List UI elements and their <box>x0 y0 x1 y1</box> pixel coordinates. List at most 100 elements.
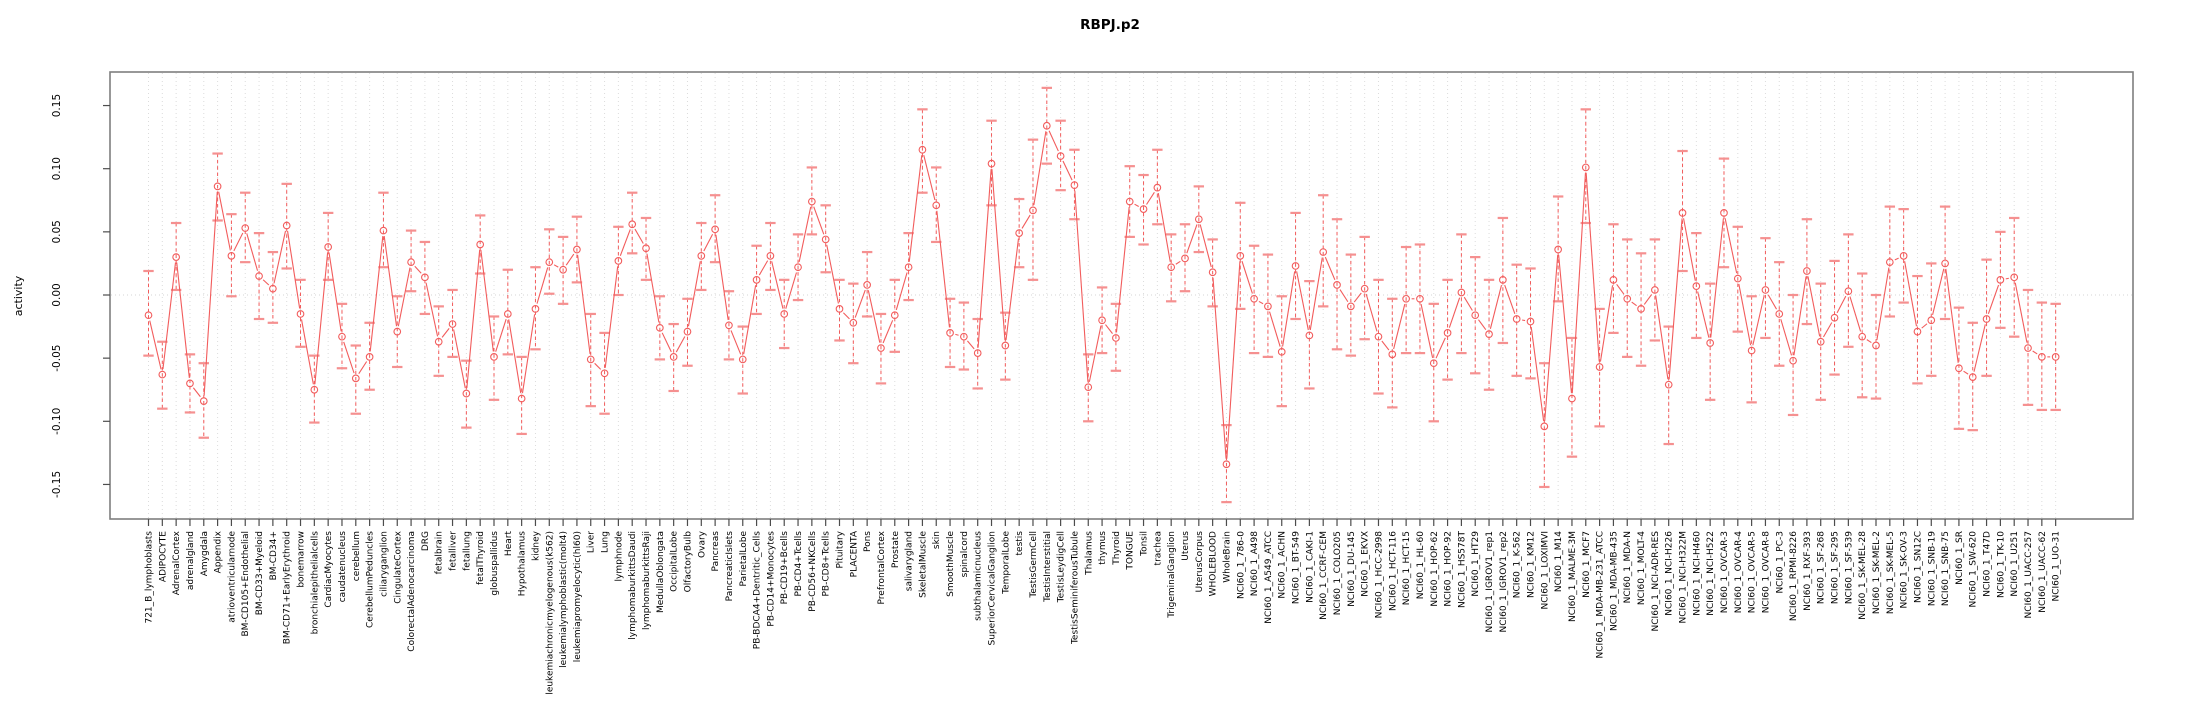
x-tick-label: bonemarrow <box>297 531 307 588</box>
x-tick-label: NCI60_1_NCI-H226 <box>1665 531 1675 616</box>
data-point <box>877 344 885 352</box>
x-tick-label: testis <box>1015 531 1025 556</box>
data-point <box>586 355 595 364</box>
x-tick-label: NCI60_1_NCI-H460 <box>1692 531 1702 616</box>
series-line-segment <box>1876 267 1890 341</box>
x-tick-label: NCI60_1_HOP-92 <box>1444 531 1454 607</box>
series-line-segment <box>687 261 701 327</box>
x-tick-label: WholeBrain <box>1222 531 1232 583</box>
series-line-segment <box>1212 277 1227 459</box>
data-point <box>338 332 346 341</box>
x-tick-label: NCI60_1_SK-MEL-28 <box>1858 531 1868 620</box>
x-tick-label: PrefrontalCortex <box>877 530 887 604</box>
data-point <box>365 353 374 361</box>
x-tick-label: NCI60_1_DU-145 <box>1347 531 1357 607</box>
series-line-segment <box>1365 293 1378 332</box>
series-line-segment <box>1478 319 1487 331</box>
x-tick-label: ciliaryganglion <box>379 531 389 597</box>
series-line-segment <box>262 279 270 286</box>
data-point <box>1568 394 1576 403</box>
y-tick-label: -0.10 <box>51 408 63 435</box>
x-tick-label: Liver <box>587 531 597 553</box>
series-line-segment <box>1973 324 1986 372</box>
data-point <box>932 201 941 210</box>
series-line-segment <box>1105 324 1113 334</box>
data-point <box>1015 229 1024 237</box>
series-line-segment <box>508 319 522 394</box>
series-line-segment <box>675 336 686 353</box>
series-line-segment <box>1752 295 1765 346</box>
series-line-segment <box>162 262 177 370</box>
plot-border <box>109 71 2134 520</box>
data-point <box>1927 316 1936 325</box>
data-point <box>1485 330 1493 339</box>
x-tick-label: NCI60_1_MDA-MB-231_ATCC <box>1596 531 1606 658</box>
series-line-segment <box>1724 218 1738 274</box>
series-line-segment <box>233 232 244 252</box>
x-tick-label: NCI60_1_M14 <box>1554 531 1564 592</box>
x-tick-label: NCI60_1_EKVX <box>1361 531 1371 597</box>
y-tick-label: 0.10 <box>51 157 63 180</box>
data-point <box>794 263 802 272</box>
x-tick-label: SkeletalMuscle <box>918 531 928 598</box>
series-line-segment <box>1643 294 1653 305</box>
x-tick-label: TestisInterstitial <box>1043 531 1053 603</box>
series-line-segment <box>2032 350 2038 355</box>
series-line-segment <box>936 210 951 328</box>
x-tick-label: fetallung <box>462 531 472 571</box>
series-line-segment <box>1738 283 1752 346</box>
y-tick-label: 0.05 <box>51 220 63 243</box>
series-line-segment <box>300 319 314 385</box>
x-tick-label: PB-CD56+NKCells <box>808 531 818 612</box>
x-tick-label: MedullaOblongata <box>656 531 666 613</box>
data-point <box>1996 275 2005 284</box>
data-point <box>1540 422 1549 431</box>
series-line-segment <box>634 228 644 244</box>
x-tick-label: TONGUE <box>1126 531 1136 571</box>
data-point <box>600 369 609 378</box>
data-point <box>1581 163 1590 172</box>
series-line-segment <box>1585 172 1600 362</box>
data-point <box>421 273 429 282</box>
y-tick-label: -0.05 <box>51 345 63 372</box>
data-point <box>227 251 236 260</box>
x-tick-label: PB-CD4+Tcells <box>794 531 804 597</box>
series-line-segment <box>1894 257 1899 261</box>
series-line-segment <box>743 285 757 355</box>
x-tick-label: NCI60_1_UACC-257 <box>2024 531 2034 618</box>
x-tick-label: DRG <box>421 531 431 551</box>
series-line-segment <box>604 266 619 368</box>
data-point <box>711 225 719 234</box>
y-tick-label: -0.15 <box>51 471 63 498</box>
data-point <box>1194 215 1203 224</box>
x-tick-label: CingulateCortex <box>393 530 403 603</box>
data-point <box>462 389 471 398</box>
data-point <box>282 221 291 230</box>
data-point <box>1070 181 1079 189</box>
data-point <box>1125 197 1134 206</box>
x-tick-label: Appendix <box>214 530 224 573</box>
y-axis-label: activity <box>12 275 25 316</box>
x-tick-label: NCI60_1_HOP-62 <box>1430 531 1440 607</box>
data-point <box>1789 356 1797 365</box>
data-point <box>1360 284 1369 293</box>
data-point <box>531 305 540 313</box>
data-point <box>1830 313 1839 322</box>
data-point <box>1181 254 1189 263</box>
x-tick-label: NCI60_1_CAKI-1 <box>1305 531 1315 603</box>
x-tick-label: BM-CD71+EarlyErythroid <box>283 531 293 644</box>
data-point <box>1098 316 1106 325</box>
series-line-segment <box>594 362 602 370</box>
series-line-segment <box>977 169 992 348</box>
data-point <box>2037 353 2046 361</box>
data-point <box>1277 347 1286 356</box>
series-line-segment <box>414 265 422 274</box>
x-tick-label: TestisGermCell <box>1029 531 1039 599</box>
data-point <box>490 353 498 361</box>
plot-area: -0.15 -0.10 -0.05 0.00 0.05 0.10 0.15 721_B_lym… <box>51 71 2134 695</box>
x-tick-label: ParietalLobe <box>739 531 749 587</box>
data-point <box>1042 121 1051 130</box>
x-tick-label: bronchialepithelialcells <box>310 531 320 635</box>
series-line-segment <box>715 234 729 320</box>
x-tick-label: trachea <box>1153 531 1163 565</box>
